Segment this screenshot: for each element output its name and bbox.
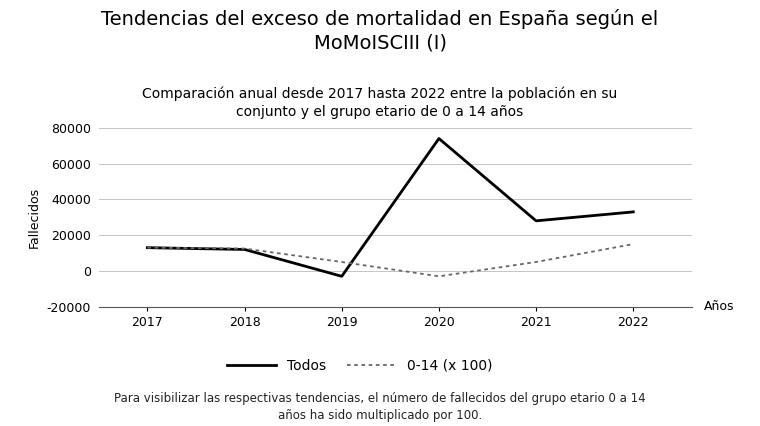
Text: Tendencias del exceso de mortalidad en España según el
MoMoISCIII (I): Tendencias del exceso de mortalidad en E… <box>101 9 659 52</box>
Text: Para visibilizar las respectivas tendencias, el número de fallecidos del grupo e: Para visibilizar las respectivas tendenc… <box>114 392 646 422</box>
Legend: Todos, 0-14 (x 100): Todos, 0-14 (x 100) <box>222 353 498 378</box>
Y-axis label: Fallecidos: Fallecidos <box>28 187 41 248</box>
Text: Años: Años <box>704 300 734 313</box>
Text: Comparación anual desde 2017 hasta 2022 entre la población en su
conjunto y el g: Comparación anual desde 2017 hasta 2022 … <box>142 86 618 119</box>
